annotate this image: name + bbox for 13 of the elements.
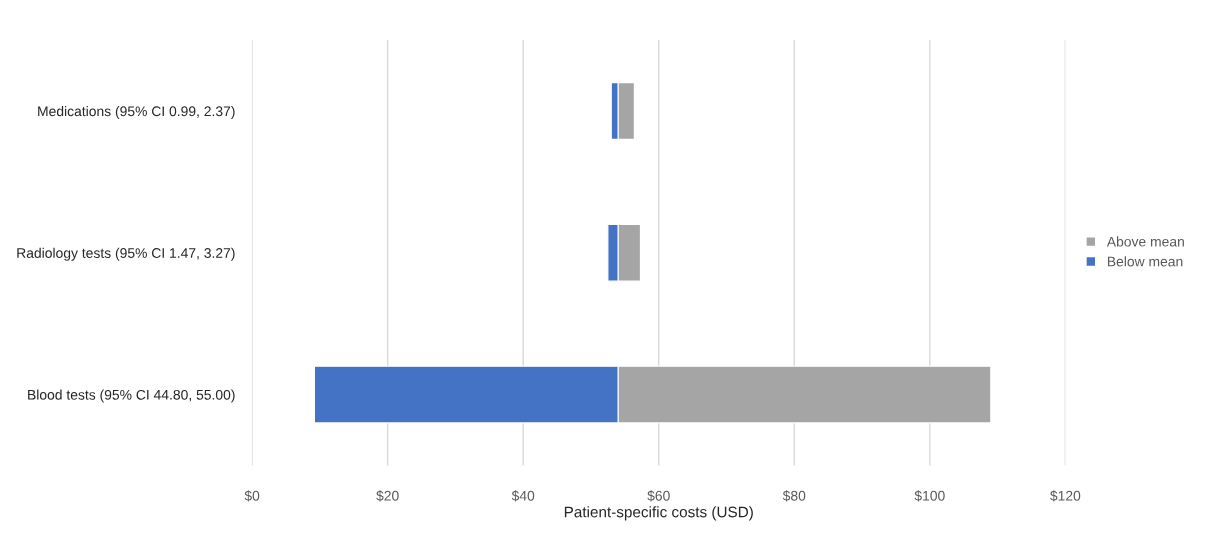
x-tick-label: $120 (1050, 490, 1081, 502)
y-tick-label: Blood tests (95% CI 44.80, 55.00) (28, 389, 235, 403)
y-tick-label: Radiology tests (95% CI 1.47, 3.27) (17, 247, 235, 261)
x-tick-label: $80 (782, 490, 806, 502)
x-axis-title: Patient-specific costs (USD) (564, 506, 753, 521)
y-tick-label: Medications (95% CI 0.99, 2.37) (38, 105, 235, 119)
x-tick-label: $0 (244, 490, 260, 502)
legend-label: Below mean (1107, 256, 1183, 267)
x-tick-label: $40 (511, 490, 535, 502)
x-tick-label: $100 (914, 490, 945, 502)
x-tick-label: $60 (647, 490, 670, 502)
legend-label: Above mean (1106, 236, 1184, 247)
x-tick-label: $20 (376, 490, 399, 502)
